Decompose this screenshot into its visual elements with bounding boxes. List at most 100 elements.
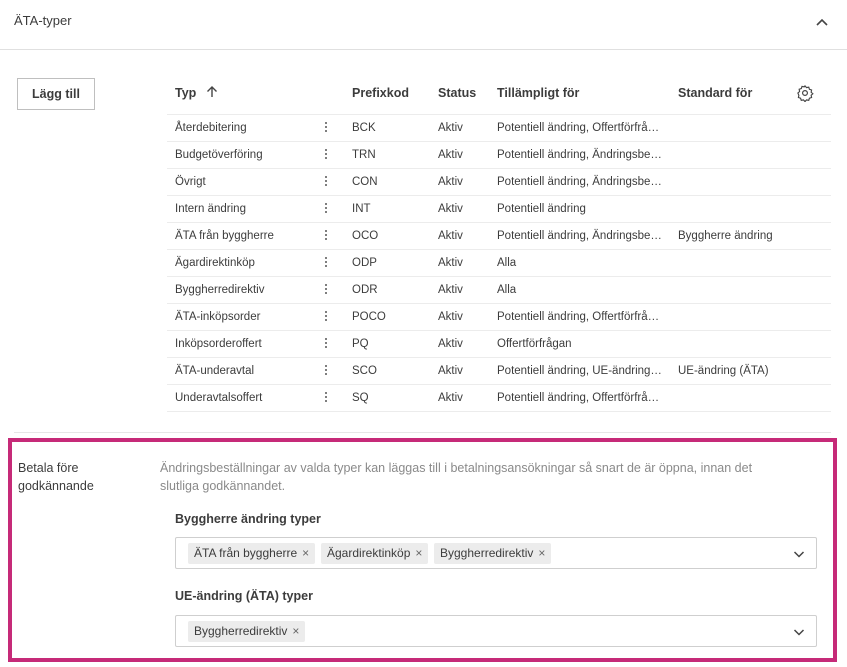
section-title: ÄTA-typer [14,13,72,28]
more-options-icon[interactable] [323,201,329,217]
table-row[interactable]: ÄTA-underavtal SCO Aktiv Potentiell ändring… [167,358,831,385]
column-type-label: Typ [175,86,197,100]
pay-before-approval-label: Betala före godkännande [18,461,94,493]
more-options-icon[interactable] [323,336,329,352]
chevron-up-icon[interactable] [812,12,832,32]
cell-prefix: INT [352,203,371,215]
cell-type: ÄTA från byggherre [175,230,274,242]
cell-applicable: Potentiell ändring [497,203,586,215]
cell-type: Inköpsorderoffert [175,338,262,350]
cell-prefix: CON [352,176,378,188]
selected-chip: Byggherredirektiv × [434,543,552,564]
cell-prefix: BCK [352,122,376,134]
more-options-icon[interactable] [323,363,329,379]
cell-applicable: Potentiell ändring, Ändringsbe… [497,176,662,188]
cell-status: Aktiv [438,257,463,269]
cell-prefix: SQ [352,392,369,404]
cell-type: Intern ändring [175,203,246,215]
header-divider [167,114,831,115]
pay-before-approval-description: Ändringsbeställningar av valda typer kan… [160,461,753,493]
multi-select-input[interactable]: Byggherredirektiv × [175,615,817,647]
more-options-icon[interactable] [323,390,329,406]
remove-chip-icon[interactable]: × [415,546,423,560]
chip-label: Ägardirektinköp [327,546,411,560]
more-options-icon[interactable] [323,174,329,190]
cell-prefix: ODR [352,284,378,296]
cell-applicable: Potentiell ändring, Ändringsbe… [497,230,662,242]
column-header-status[interactable]: Status [438,86,477,100]
cell-type: Övrigt [175,176,206,188]
remove-chip-icon[interactable]: × [538,546,546,560]
chip-label: Byggherredirektiv [440,546,534,560]
table-row[interactable]: Inköpsorderoffert PQ Aktiv Offertförfrågan [167,331,831,358]
more-options-icon[interactable] [323,147,329,163]
cell-status: Aktiv [438,122,463,134]
cell-type: ÄTA-underavtal [175,365,255,377]
cell-applicable: Offertförfrågan [497,338,572,350]
cell-status: Aktiv [438,230,463,242]
cell-type: Byggherredirektiv [175,284,265,296]
cell-status: Aktiv [438,365,463,377]
cell-status: Aktiv [438,176,463,188]
cell-applicable: Alla [497,257,517,269]
column-header-type[interactable]: Typ [175,86,218,100]
multi-select-input[interactable]: ÄTA från byggherre × Ägardirektinköp × Byggh… [175,537,817,569]
cell-applicable: Potentiell ändring, Ändringsbe… [497,149,662,161]
more-options-icon[interactable] [323,309,329,325]
cell-status: Aktiv [438,284,463,296]
cell-applicable: Potentiell ändring, UE-ändring… [497,365,662,377]
cell-default-for: Byggherre ändring [678,230,773,242]
table-row[interactable]: Övrigt CON Aktiv Potentiell ändring, Ändrin… [167,169,831,196]
chip-label: ÄTA från byggherre [194,546,298,560]
cell-status: Aktiv [438,203,463,215]
cell-type: Underavtalsoffert [175,392,263,404]
remove-chip-icon[interactable]: × [302,546,310,560]
arrow-up-icon[interactable] [206,86,218,98]
field-label: UE-ändring (ÄTA) typer [175,589,313,603]
table-row[interactable]: Intern ändring INT Aktiv Potentiell ändring [167,196,831,223]
add-button[interactable]: Lägg till [17,78,95,110]
column-header-default-for[interactable]: Standard för [678,86,753,100]
column-header-prefix[interactable]: Prefixkod [352,86,409,100]
cell-type: ÄTA-inköpsorder [175,311,261,323]
table-row[interactable]: ÄTA från byggherre OCO Aktiv Potentiell änd… [167,223,831,250]
cell-status: Aktiv [438,338,463,350]
cell-prefix: OCO [352,230,379,242]
more-options-icon[interactable] [323,120,329,136]
section-header[interactable] [0,0,847,50]
more-options-icon[interactable] [323,228,329,244]
cell-prefix: SCO [352,365,377,377]
more-options-icon[interactable] [323,255,329,271]
cell-applicable: Potentiell ändring, Offertförfrå… [497,311,660,323]
chevron-down-icon[interactable] [792,625,806,639]
chevron-down-icon[interactable] [792,547,806,561]
cell-prefix: TRN [352,149,376,161]
cell-type: Ägardirektinköp [175,257,255,269]
cell-applicable: Potentiell ändring, Offertförfrå… [497,122,660,134]
table-row[interactable]: Underavtalsoffert SQ Aktiv Potentiell ändri… [167,385,831,412]
cell-prefix: ODP [352,257,377,269]
table-row[interactable]: Återdebitering BCK Aktiv Potentiell ändring… [167,115,831,142]
cell-applicable: Potentiell ändring, Offertförfrå… [497,392,660,404]
section-divider [14,432,831,433]
selected-chip: Byggherredirektiv × [188,621,306,642]
chip-label: Byggherredirektiv [194,624,288,638]
cell-status: Aktiv [438,392,463,404]
table-row[interactable]: Budgetöverföring TRN Aktiv Potentiell ändri… [167,142,831,169]
table-row[interactable]: ÄTA-inköpsorder POCO Aktiv Potentiell ändri… [167,304,831,331]
table-row[interactable]: Byggherredirektiv ODR Aktiv Alla [167,277,831,304]
cell-applicable: Alla [497,284,517,296]
column-header-applicable[interactable]: Tillämpligt för [497,86,580,100]
cell-prefix: PQ [352,338,369,350]
cell-type: Budgetöverföring [175,149,263,161]
cell-default-for: UE-ändring (ÄTA) [678,365,769,377]
cell-status: Aktiv [438,149,463,161]
table-row[interactable]: Ägardirektinköp ODP Aktiv Alla [167,250,831,277]
cell-type: Återdebitering [175,122,247,134]
cell-status: Aktiv [438,311,463,323]
selected-chip: Ägardirektinköp × [321,543,429,564]
more-options-icon[interactable] [323,282,329,298]
selected-chip: ÄTA från byggherre × [188,543,316,564]
remove-chip-icon[interactable]: × [292,624,300,638]
gear-icon[interactable] [796,84,814,102]
